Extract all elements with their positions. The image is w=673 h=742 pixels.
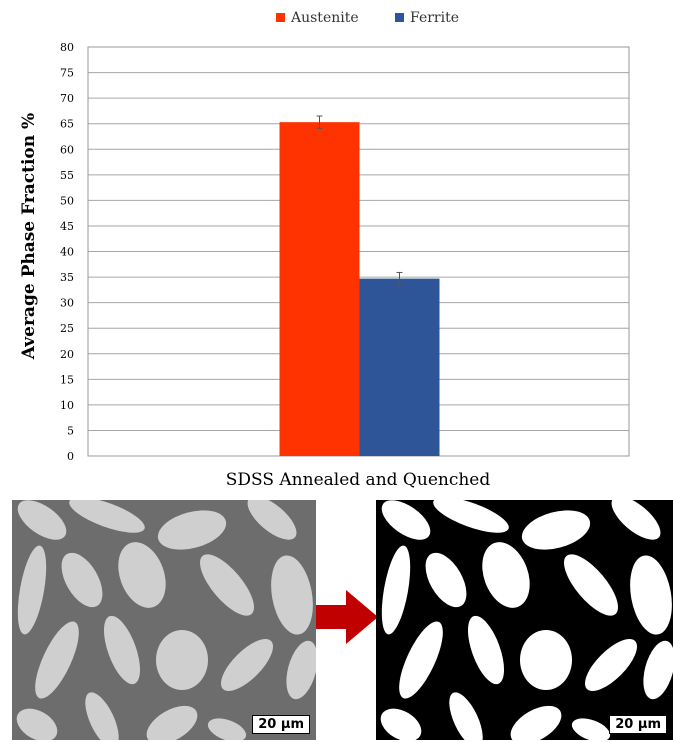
y-tick-label: 25 — [60, 322, 74, 335]
y-tick-label: 10 — [60, 399, 74, 412]
y-tick-label: 35 — [60, 271, 74, 284]
legend-swatch — [395, 13, 404, 22]
y-tick-label: 30 — [60, 297, 74, 310]
micrograph-binary: 20 µm — [376, 500, 673, 740]
y-tick-labels: 0 5 10 15 20 25 30 35 40 45 50 55 60 65 70 75 80 — [60, 41, 74, 463]
y-tick-label: 45 — [60, 220, 74, 233]
y-tick-label: 70 — [60, 92, 74, 105]
bars — [279, 122, 440, 456]
error-bar-austenite — [316, 115, 323, 129]
y-tick-label: 5 — [67, 424, 74, 437]
legend-label: Ferrite — [410, 10, 459, 26]
y-axis-label: Average Phase Fraction % — [19, 113, 39, 360]
y-tick-label: 40 — [60, 246, 74, 259]
bar-ferrite — [359, 278, 440, 456]
y-tick-label: 75 — [60, 67, 74, 80]
y-tick-label: 55 — [60, 169, 74, 182]
legend-label: Austenite — [290, 10, 359, 26]
x-axis-label: SDSS Annealed and Quenched — [226, 470, 491, 490]
legend-item-ferrite: Ferrite — [395, 10, 459, 26]
y-tick-label: 65 — [60, 118, 74, 131]
y-tick-label: 15 — [60, 373, 74, 386]
y-tick-label: 80 — [60, 41, 74, 54]
micrograph-original: 20 µm — [12, 500, 316, 740]
scale-bar-label-binary: 20 µm — [609, 715, 667, 734]
micrograph-original-image — [12, 500, 316, 740]
micrograph-binary-image — [376, 500, 673, 740]
bar-austenite — [279, 122, 360, 456]
legend: Austenite Ferrite — [276, 10, 459, 26]
right-arrow-icon — [316, 590, 378, 644]
scale-bar-label-original: 20 µm — [252, 715, 310, 734]
legend-item-austenite: Austenite — [276, 10, 359, 26]
y-tick-label: 60 — [60, 143, 74, 156]
error-bars — [316, 115, 403, 286]
error-bar-ferrite — [396, 271, 403, 286]
phase-fraction-chart: 0 5 10 15 20 25 30 35 40 45 50 55 60 65 70 75 80 Austeni… — [19, 10, 630, 490]
y-tick-label: 0 — [67, 450, 74, 463]
y-tick-label: 50 — [60, 194, 74, 207]
y-tick-label: 20 — [60, 348, 74, 361]
legend-swatch — [276, 13, 285, 22]
arrow-shape — [316, 590, 378, 644]
